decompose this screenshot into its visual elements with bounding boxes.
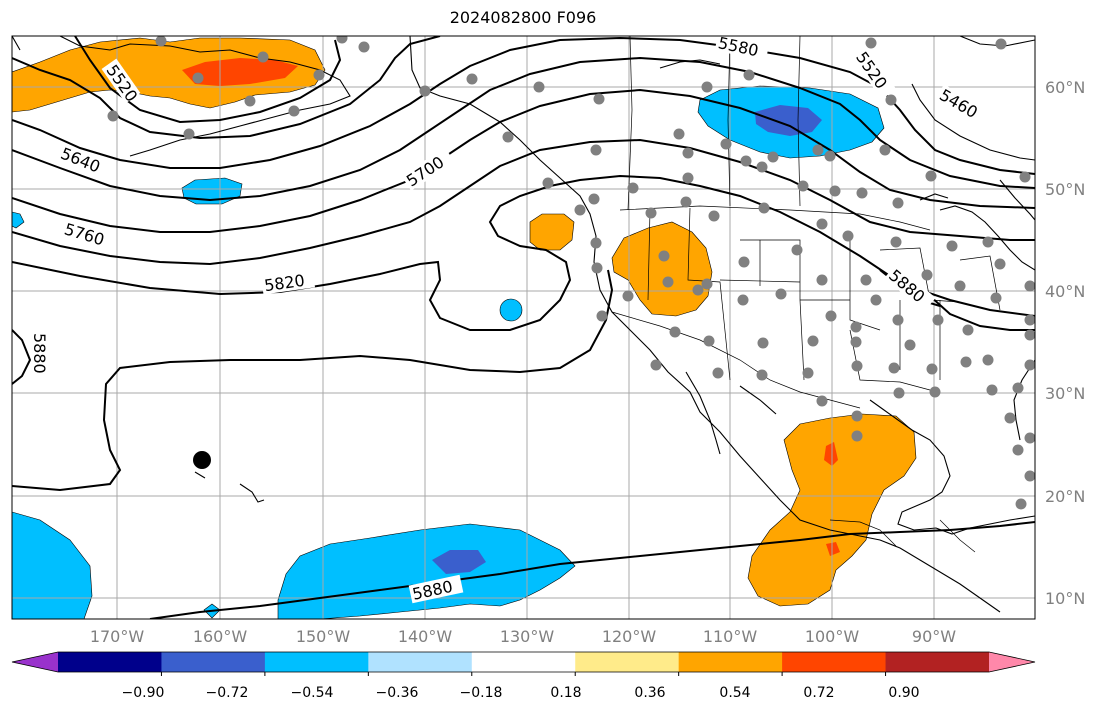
negative-anomaly-region: [499, 298, 523, 322]
colorbar-outline: [11, 651, 1036, 673]
colorbar-tick-label: 0.72: [803, 685, 834, 701]
colorbar-tick-label: 0.54: [719, 685, 750, 701]
colorbar-extend-min: [12, 652, 58, 672]
lat-label: 10°N: [1045, 589, 1085, 608]
lon-label: 150°W: [296, 627, 351, 646]
colorbar-segment: [368, 652, 473, 672]
contour-label: 5880: [30, 333, 49, 374]
lon-label: 100°W: [805, 627, 860, 646]
strong-positive-anomaly-region: [824, 442, 838, 466]
lon-label: 160°W: [193, 627, 248, 646]
lat-label: 40°N: [1045, 282, 1085, 301]
colorbar-tick-label: −0.36: [376, 685, 419, 701]
map-title: 2024082800 F096: [449, 8, 597, 27]
lat-label: 20°N: [1045, 487, 1085, 506]
colorbar-segment: [885, 652, 990, 672]
map-frame: [11, 35, 1036, 620]
positive-anomaly-region: [529, 213, 575, 251]
negative-anomaly-region: [181, 177, 243, 205]
colorbar-segment: [678, 652, 783, 672]
lat-label: 50°N: [1045, 180, 1085, 199]
strong-positive-anomaly-region: [826, 542, 840, 556]
negative-anomaly-region: [12, 211, 25, 229]
colorbar-tick-label: 0.18: [550, 685, 581, 701]
lon-label: 110°W: [703, 627, 758, 646]
positive-anomaly-region: [611, 221, 713, 317]
negative-anomaly-region: [12, 511, 93, 619]
lon-label: 90°W: [912, 627, 956, 646]
colorbar-tick-label: −0.54: [291, 685, 334, 701]
colorbar-segment: [58, 652, 162, 672]
colorbar-segment: [782, 652, 887, 672]
location-marker: [193, 451, 211, 469]
lat-label: 30°N: [1045, 384, 1085, 403]
colorbar-segment: [264, 652, 369, 672]
lon-label: 120°W: [602, 627, 657, 646]
strong-positive-anomaly-region: [182, 58, 298, 86]
colorbar-tick-label: 0.36: [634, 685, 665, 701]
station-markers: [107, 36, 1035, 510]
colorbar-segment: [161, 652, 266, 672]
colorbar-segment: [575, 652, 680, 672]
colorbar-segment: [471, 652, 576, 672]
latitude-labels: 60°N 50°N 40°N 30°N 20°N 10°N: [1045, 78, 1085, 608]
colorbar-labels: −0.90 −0.72 −0.54 −0.36 −0.18 0.18 0.36 …: [122, 685, 920, 701]
height-contours: [12, 36, 1035, 619]
lon-label: 170°W: [90, 627, 145, 646]
colorbar-tick-label: −0.72: [206, 685, 249, 701]
colorbar-tick-label: −0.18: [460, 685, 503, 701]
graticule: [12, 36, 1035, 619]
colorbar-tick-label: −0.90: [122, 685, 165, 701]
lat-label: 60°N: [1045, 78, 1085, 97]
colorbar: [11, 651, 1036, 676]
positive-anomaly-region: [12, 37, 326, 113]
lon-label: 130°W: [500, 627, 555, 646]
longitude-labels: 170°W 160°W 150°W 140°W 130°W 120°W 110°…: [90, 627, 956, 646]
negative-anomaly-region: [277, 523, 576, 619]
colorbar-tick-label: 0.90: [888, 685, 919, 701]
colorbar-extend-max: [989, 652, 1035, 672]
lon-label: 140°W: [398, 627, 453, 646]
strong-negative-anomaly-region: [755, 105, 822, 136]
strong-negative-anomaly-region: [432, 550, 486, 574]
